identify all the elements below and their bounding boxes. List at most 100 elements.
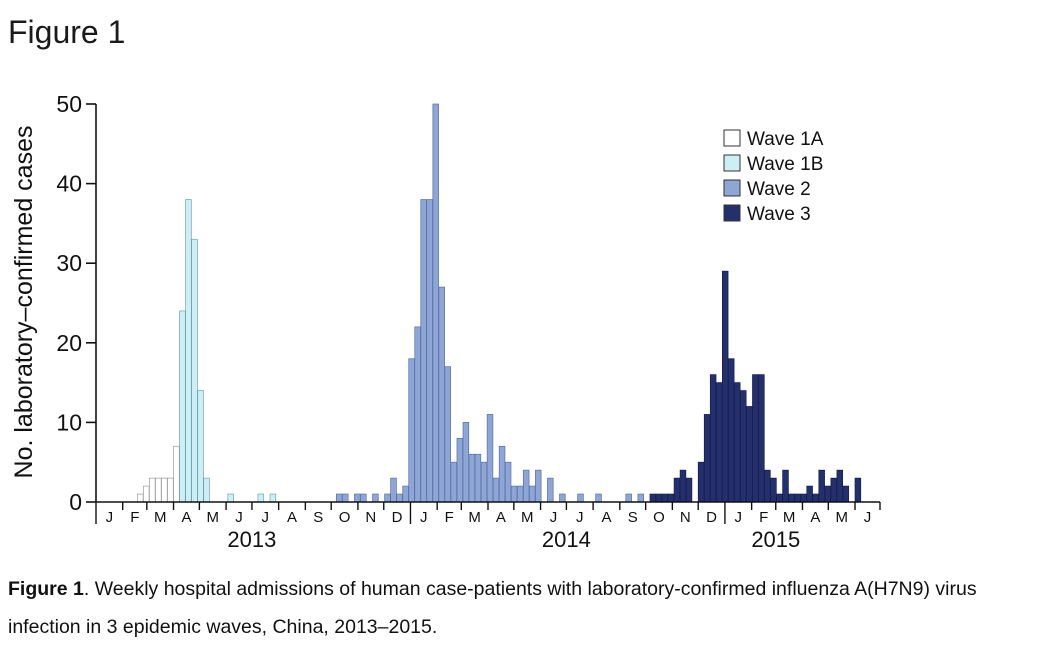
bar [776,493,783,503]
bar [257,493,265,503]
bar [167,477,174,503]
bar [498,445,506,503]
bar [528,485,536,503]
legend-swatch [723,154,741,172]
bar [227,493,234,503]
bar [625,493,632,503]
bar [372,493,379,503]
bar [679,469,687,503]
bar [432,103,439,503]
bar [836,469,843,503]
bar [516,485,524,503]
month-label: A [601,509,611,526]
bar [396,493,403,503]
bar [721,270,729,503]
bar [703,414,711,503]
bar [354,493,361,503]
month-label: J [735,509,743,526]
bar [179,310,186,503]
bar [649,493,657,503]
bar [746,406,753,503]
bar [360,493,367,503]
figure-title: Figure 1 [8,14,126,50]
bar [197,390,204,503]
month-label: S [628,509,638,526]
bar [408,358,415,503]
month-label: J [864,509,872,526]
bar [504,461,512,503]
month-label: A [810,509,820,526]
y-tick-label: 40 [56,171,82,197]
month-label: M [835,509,848,526]
bar [854,477,862,503]
bar [637,493,644,503]
bar [685,477,693,503]
legend-label: Wave 1A [747,129,824,150]
figure-caption: Figure 1. Weekly hospital admissions of … [8,570,1048,646]
bar [734,382,741,503]
bar [547,477,554,503]
caption-label: Figure 1 [8,578,84,600]
bar [788,493,795,503]
bar [782,469,789,503]
bar [655,493,663,503]
month-label: F [445,509,454,526]
legend-label: Wave 3 [747,204,811,225]
bar [444,366,452,503]
year-label: 2014 [542,527,591,552]
bar [420,199,427,503]
year-label: 2015 [751,527,800,552]
bar [595,493,602,503]
bar [709,374,717,503]
bar [492,477,500,503]
bar [426,199,433,503]
month-label: A [496,509,506,526]
y-tick-label: 30 [56,250,82,276]
bar [342,493,349,503]
legend-label: Wave 2 [747,179,811,200]
bar [173,445,180,503]
bar [384,493,391,503]
bar [842,485,850,503]
bar [203,477,210,503]
bar [824,485,831,503]
bar [462,422,470,503]
bar [764,469,771,503]
bar [402,485,409,503]
month-label: F [759,509,768,526]
month-label: J [576,509,584,526]
bar [794,493,801,503]
legend-swatch [723,204,741,222]
bar [438,286,445,503]
caption-text: . Weekly hospital admissions of human ca… [8,578,977,638]
bar [667,493,675,503]
month-label: M [154,509,167,526]
bar [143,485,150,503]
bar [800,493,807,503]
bar [740,390,747,503]
bar [149,477,156,503]
bar [456,437,464,503]
legend-swatch [723,129,741,147]
bar [137,493,144,503]
month-label: D [392,509,403,526]
y-tick-label: 50 [56,91,82,117]
y-tick-label: 10 [56,409,82,435]
bar [336,493,343,503]
bar [673,477,681,503]
bar [752,374,759,503]
bar [522,469,530,503]
legend: Wave 1A Wave 1B Wave 2 Wave 3 [723,129,824,225]
legend-label: Wave 1B [747,154,823,175]
bar [450,461,458,503]
month-label: A [287,509,297,526]
bar [806,485,813,503]
bar [474,453,482,503]
bar [818,469,825,503]
bar [830,477,837,503]
y-tick-label: 20 [56,330,82,356]
bar [155,477,162,503]
y-axis-label: No. laboratory–confirmed cases [10,126,38,479]
